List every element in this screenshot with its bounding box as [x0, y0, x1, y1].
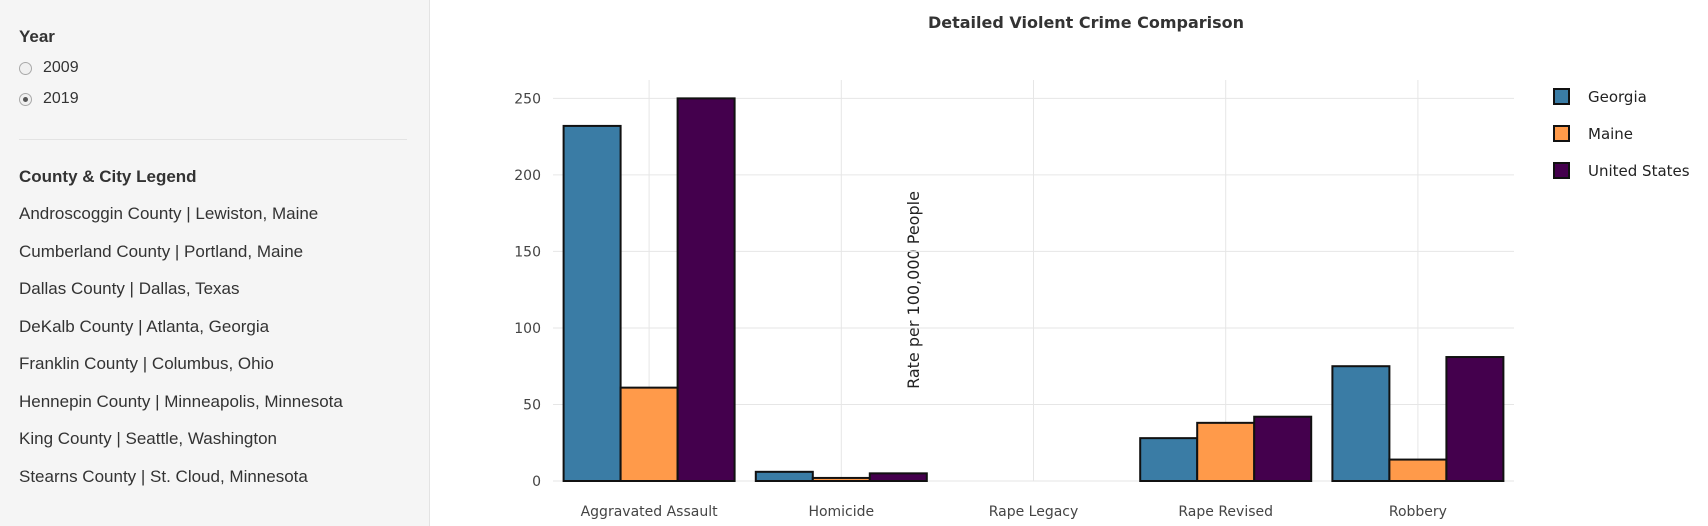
y-tick-label: 100 [514, 321, 541, 337]
bar[interactable] [868, 472, 928, 482]
y-tick-label: 150 [514, 244, 541, 260]
bar[interactable] [1388, 458, 1448, 482]
legend-entry: Dallas County | Dallas, Texas [19, 279, 240, 298]
legend-entry: Cumberland County | Portland, Maine [19, 242, 304, 261]
y-tick-label: 200 [514, 168, 541, 184]
tick-labels: 0 50 100 150 200 250 Aggravated Assault Homicid… [514, 91, 1447, 520]
legend-entry: King County | Seattle, Washington [19, 429, 277, 448]
x-tick-label: Homicide [808, 504, 874, 520]
legend-entry: DeKalb County | Atlanta, Georgia [19, 317, 270, 336]
legend-entry: Androscoggin County | Lewiston, Maine [19, 204, 319, 223]
chart-area: Detailed Violent Crime Comparison Rate p… [431, 0, 1708, 526]
bars [562, 97, 1505, 483]
y-tick-label: 250 [514, 91, 541, 107]
x-tick-label: Rape Revised [1178, 504, 1273, 520]
bar-chart: Detailed Violent Crime Comparison Rate p… [514, 13, 1690, 520]
legend-label[interactable]: Georgia [1588, 88, 1647, 106]
legend-entry: Hennepin County | Minneapolis, Minnesota [19, 392, 343, 411]
y-axis-label: Rate per 100,000 People [904, 191, 923, 389]
legend-swatch[interactable] [1553, 125, 1570, 142]
legend-label[interactable]: United States [1588, 162, 1690, 180]
x-tick-label: Aggravated Assault [581, 504, 718, 520]
chart-title: Detailed Violent Crime Comparison [928, 13, 1244, 32]
radio-2009[interactable] [19, 61, 32, 75]
legend-label[interactable]: Maine [1588, 125, 1633, 143]
year-option-2009[interactable]: 2009 [19, 59, 79, 77]
bar[interactable] [1253, 415, 1313, 482]
x-tick-label: Robbery [1389, 504, 1447, 520]
chart-legend: Georgia Maine United States [1553, 88, 1690, 180]
legend-title: County & City Legend [19, 167, 197, 186]
y-tick-label: 50 [523, 397, 541, 413]
sidebar-divider [19, 139, 407, 140]
year-option-2019[interactable]: 2019 [19, 90, 79, 108]
bar[interactable] [1331, 365, 1391, 483]
x-tick-label: Rape Legacy [989, 504, 1079, 520]
radio-2019[interactable] [19, 92, 32, 106]
bar[interactable] [1196, 421, 1256, 482]
bar[interactable] [754, 470, 814, 483]
bar[interactable] [619, 386, 679, 482]
bar[interactable] [676, 97, 736, 482]
bar[interactable] [1445, 356, 1505, 482]
sidebar: Year 2009 2019 County & City Legend Andr… [0, 0, 430, 526]
year-option-label: 2019 [43, 90, 79, 107]
legend-swatch[interactable] [1553, 162, 1570, 179]
legend-swatch[interactable] [1553, 88, 1570, 105]
legend-entry: Stearns County | St. Cloud, Minnesota [19, 467, 308, 486]
bar[interactable] [1139, 437, 1199, 483]
bar[interactable] [811, 476, 871, 483]
year-option-label: 2009 [43, 59, 79, 76]
y-tick-label: 0 [532, 474, 541, 490]
legend-entry: Franklin County | Columbus, Ohio [19, 354, 274, 373]
bar[interactable] [562, 124, 622, 483]
year-title: Year [19, 27, 55, 46]
